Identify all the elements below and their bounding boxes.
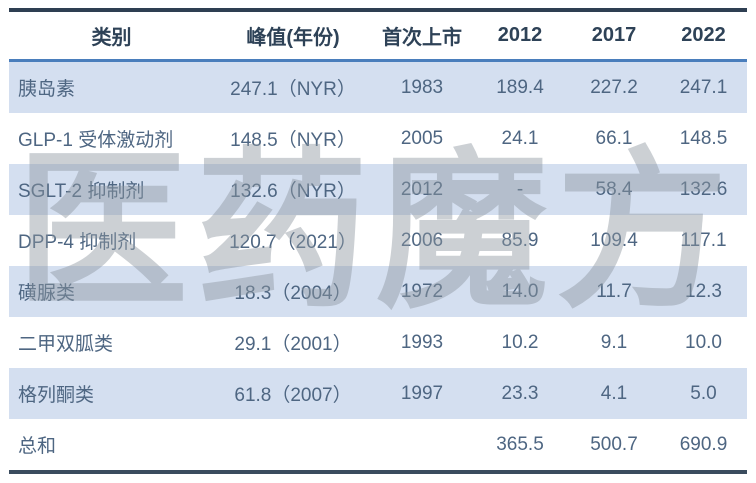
table-cell: 132.6（NYR）	[230, 181, 356, 202]
table-cell: 29.1（2001）	[234, 334, 352, 355]
table-row: 格列酮类 61.8（2007） 1997 23.3 4.1 5.0	[9, 368, 747, 419]
table-bottom-border	[9, 470, 747, 474]
table-cell: 690.9	[679, 433, 728, 455]
table-cell: 1997	[400, 382, 444, 404]
table-header-row: 类别 峰值(年份) 首次上市 2012 2017 2022	[9, 12, 747, 59]
table-top-border	[9, 8, 747, 12]
table-cell: -	[516, 178, 524, 200]
table-cell: 58.4	[595, 178, 633, 200]
table-cell: 5.0	[690, 382, 717, 404]
table-cell: 18.3（2004）	[234, 283, 352, 304]
table-cell: 4.1	[600, 382, 628, 404]
table-cell: 24.1	[501, 127, 539, 149]
column-header-category: 类别	[91, 27, 132, 49]
table-cell: 总和	[18, 436, 57, 457]
table-cell: 11.7	[596, 280, 632, 302]
table-row: 二甲双胍类 29.1（2001） 1993 10.2 9.1 10.0	[9, 317, 747, 368]
table-cell: 85.9	[501, 229, 539, 251]
table-row: SGLT-2 抑制剂 132.6（NYR） 2012 - 58.4 132.6	[9, 164, 747, 215]
table-cell: 格列酮类	[18, 385, 95, 406]
column-header-first-launch: 首次上市	[382, 27, 462, 49]
table-cell: 148.5（NYR）	[230, 130, 356, 151]
table-cell: 1993	[400, 331, 444, 353]
table-cell: 23.3	[501, 382, 539, 404]
table-cell: 12.3	[685, 280, 722, 302]
table-cell: 9.1	[600, 331, 628, 353]
table-cell: 247.1	[679, 76, 728, 98]
table-cell: 1983	[400, 76, 444, 98]
table-cell: 1972	[400, 280, 444, 302]
table-cell: 2005	[400, 127, 444, 149]
drug-class-revenue-table: 类别 峰值(年份) 首次上市 2012 2017 2022 胰岛素 247.1（N…	[9, 8, 747, 474]
table-cell: 247.1（NYR）	[230, 79, 356, 100]
table-cell: GLP-1 受体激动剂	[18, 130, 174, 151]
table-cell: 磺脲类	[18, 283, 76, 304]
table-cell: 66.1	[595, 127, 633, 149]
table-cell: SGLT-2 抑制剂	[18, 181, 145, 202]
table-cell: 10.2	[501, 331, 539, 353]
table-cell: 2012	[400, 178, 444, 200]
table-row: 总和 365.5 500.7 690.9	[9, 419, 747, 470]
header-separator-line	[9, 59, 747, 62]
table-cell: 117.1	[680, 229, 727, 251]
table-cell: 189.4	[496, 76, 544, 98]
table-cell: 132.6	[679, 178, 728, 200]
table-cell: DPP-4 抑制剂	[18, 232, 137, 253]
column-header-peak-year: 峰值(年份)	[246, 27, 340, 49]
table-row: DPP-4 抑制剂 120.7（2021） 2006 85.9 109.4 117.1	[9, 215, 747, 266]
table-cell: 14.0	[501, 280, 539, 302]
table-body: 胰岛素 247.1（NYR） 1983 189.4 227.2 247.1 GLP-1 受体…	[9, 62, 747, 470]
table-cell: 148.5	[679, 127, 728, 149]
table-cell: 227.2	[590, 76, 638, 98]
column-header-2017: 2017	[591, 24, 637, 46]
column-header-2012: 2012	[497, 24, 543, 46]
table-row: 磺脲类 18.3（2004） 1972 14.0 11.7 12.3	[9, 266, 747, 317]
column-header-2022: 2022	[681, 24, 726, 46]
table-cell: 2006	[400, 229, 444, 251]
table-cell: 二甲双胍类	[18, 334, 114, 355]
table-cell: 胰岛素	[18, 79, 76, 100]
table-cell: 10.0	[685, 331, 722, 353]
table-cell: 120.7（2021）	[229, 232, 357, 253]
table-cell: 500.7	[590, 433, 638, 455]
table-row: 胰岛素 247.1（NYR） 1983 189.4 227.2 247.1	[9, 62, 747, 113]
table-cell: 61.8（2007）	[234, 385, 352, 406]
table-cell: 365.5	[496, 433, 544, 455]
table-cell: 109.4	[590, 229, 638, 251]
table-row: GLP-1 受体激动剂 148.5（NYR） 2005 24.1 66.1 148.5	[9, 113, 747, 164]
